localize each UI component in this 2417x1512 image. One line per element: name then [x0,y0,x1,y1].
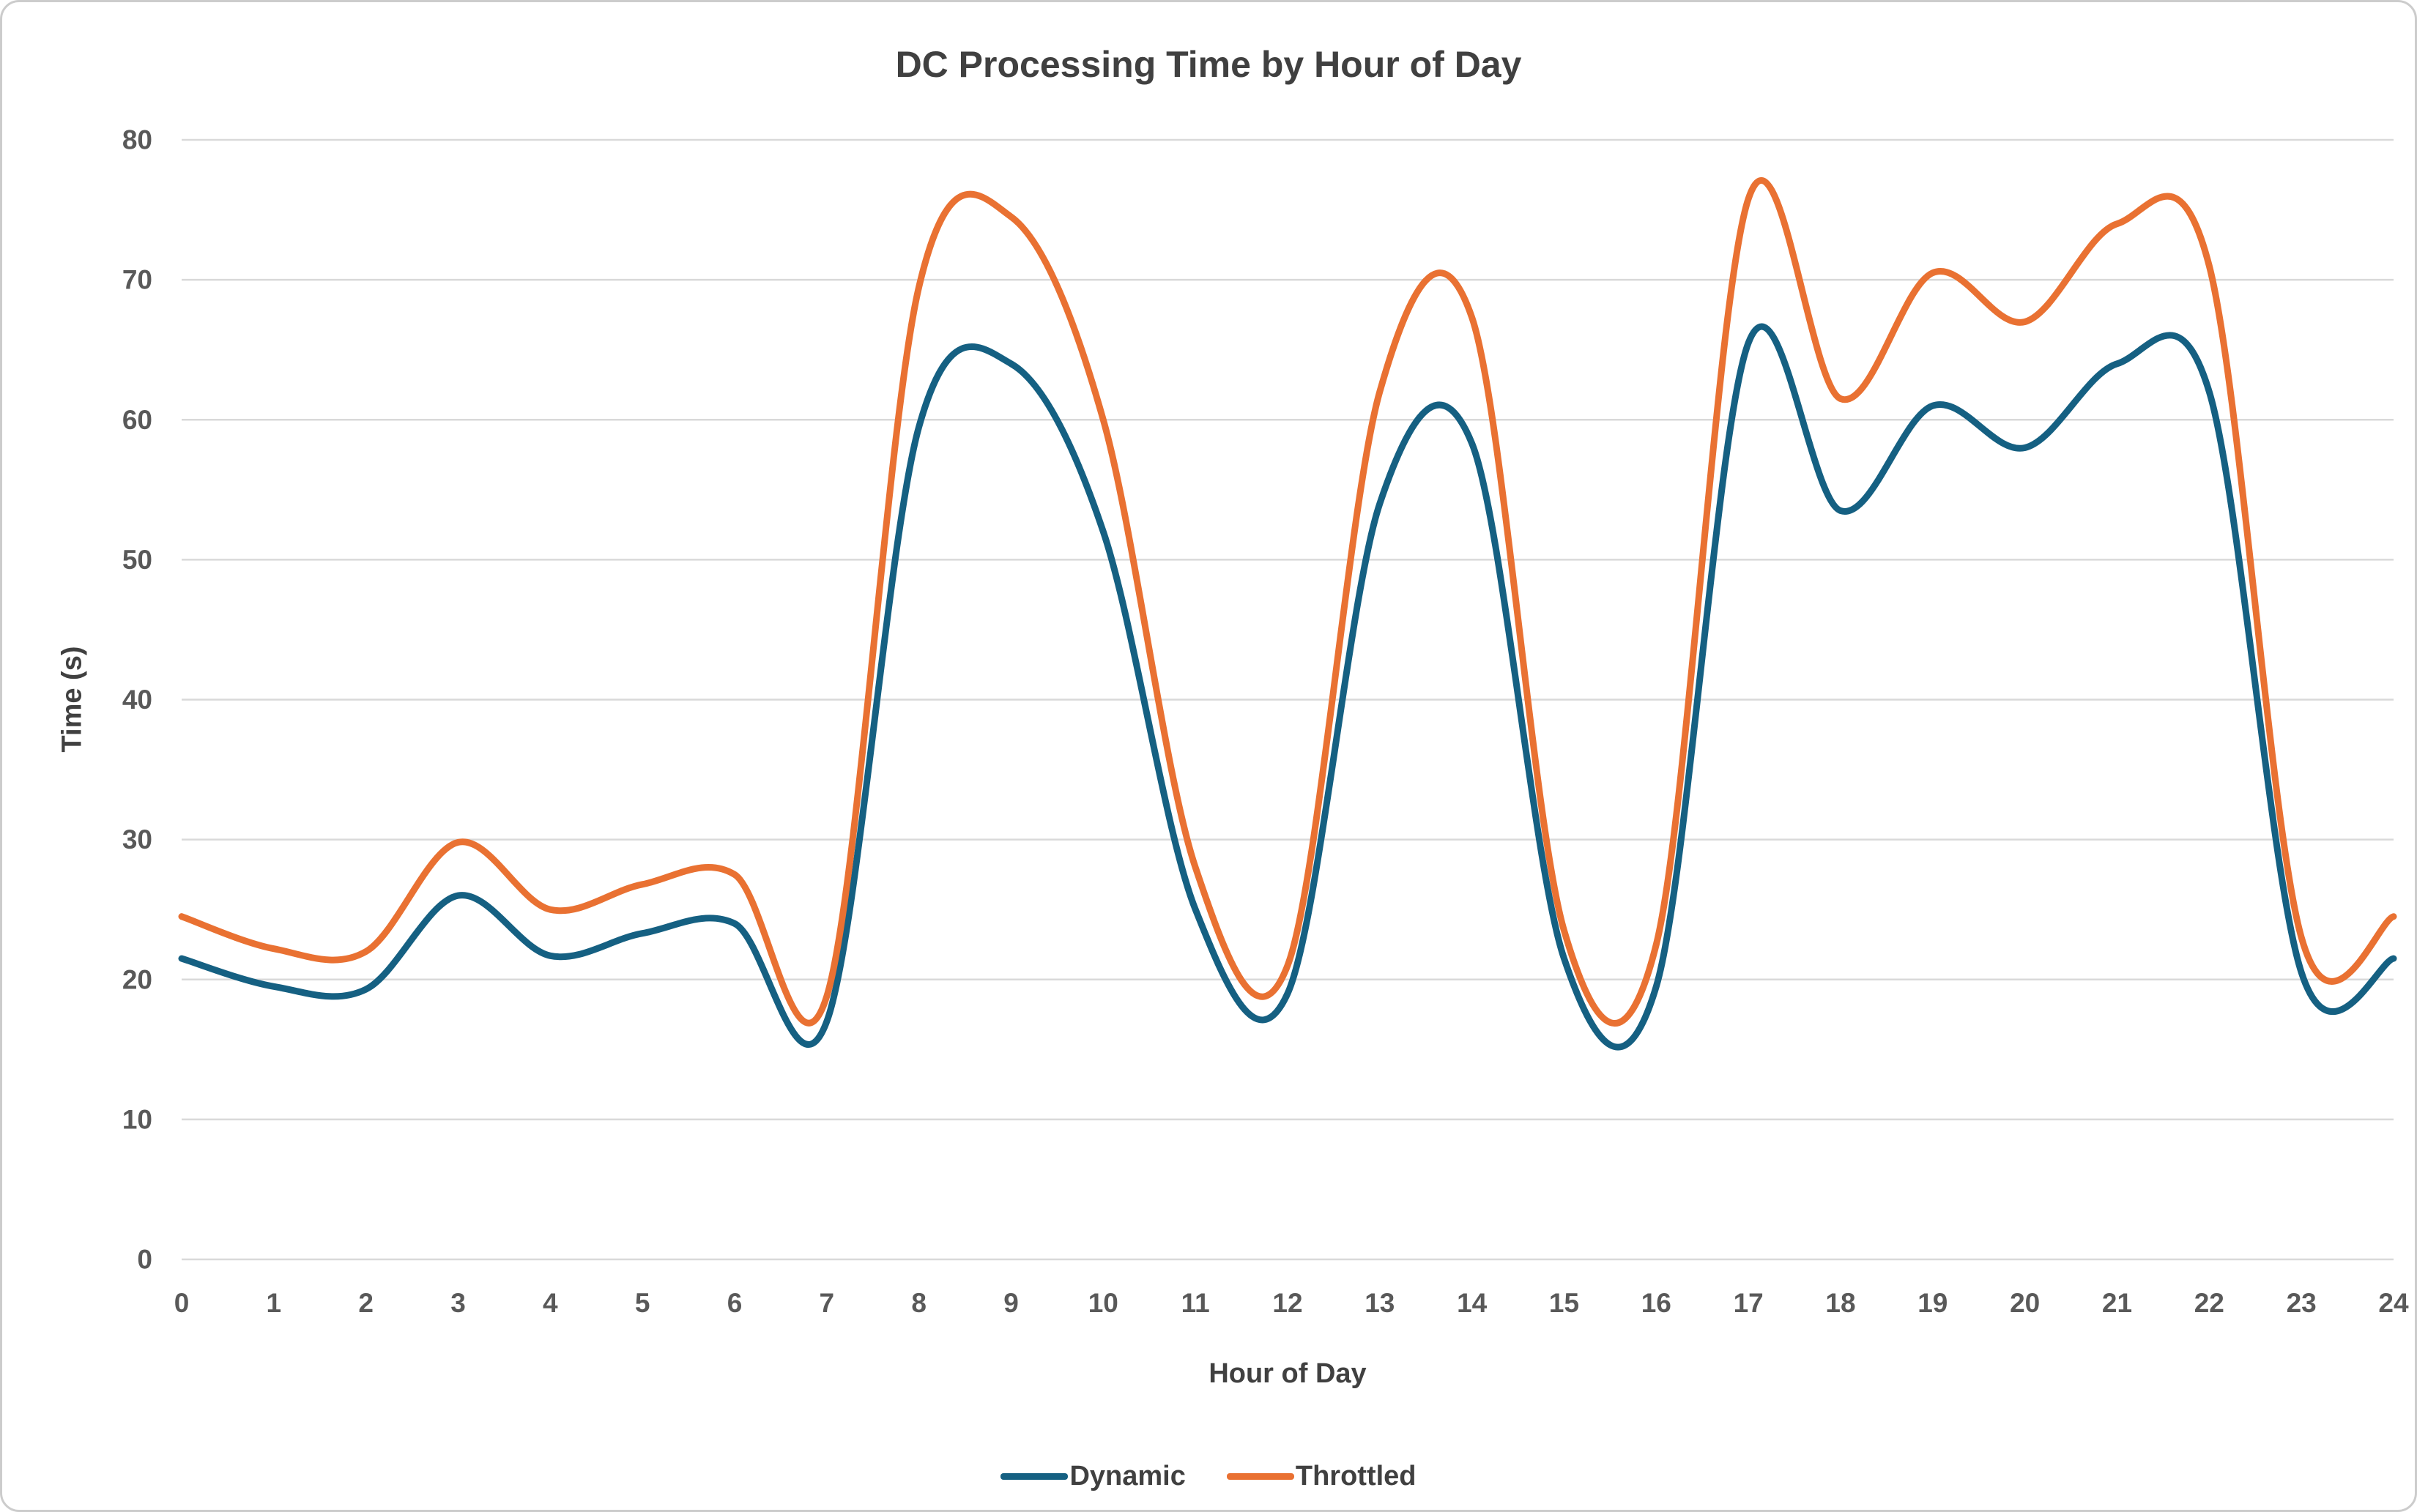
y-tick-label: 60 [122,405,152,435]
legend-label-dynamic: Dynamic [1069,1461,1186,1491]
x-tick-label: 6 [727,1288,743,1318]
chart-legend: Dynamic Throttled [2,1461,2415,1492]
legend-item-throttled: Throttled [1226,1461,1417,1492]
y-tick-label: 40 [122,685,152,715]
x-tick-label: 1 [267,1288,282,1318]
x-tick-label: 7 [820,1288,835,1318]
y-axis-title: Time (s) [56,646,88,753]
x-tick-label: 15 [1549,1288,1579,1318]
x-tick-label: 23 [2287,1288,2317,1318]
y-tick-label: 20 [122,964,152,994]
x-tick-label: 20 [2010,1288,2040,1318]
x-tick-label: 3 [450,1288,466,1318]
series-line-throttled [178,177,2397,1027]
x-tick-label: 21 [2102,1288,2132,1318]
x-tick-label: 17 [1734,1288,1764,1318]
legend-swatch-dynamic [1000,1473,1069,1480]
x-tick-label: 2 [358,1288,374,1318]
x-tick-label: 22 [2194,1288,2224,1318]
y-tick-label: 30 [122,824,152,854]
x-tick-label: 10 [1088,1288,1118,1318]
x-tick-label: 16 [1641,1288,1671,1318]
x-tick-label: 0 [174,1288,190,1318]
legend-item-dynamic: Dynamic [1000,1461,1186,1492]
x-tick-label: 13 [1365,1288,1395,1318]
x-tick-label: 19 [1917,1288,1948,1318]
legend-swatch-throttled [1226,1473,1294,1480]
y-tick-label: 50 [122,545,152,575]
x-tick-label: 14 [1457,1288,1488,1318]
chart-title: DC Processing Time by Hour of Day [895,44,1522,85]
x-tick-label: 18 [1825,1288,1855,1318]
x-tick-label: 9 [1003,1288,1019,1318]
x-tick-label: 12 [1272,1288,1302,1318]
x-tick-label: 11 [1181,1288,1210,1318]
y-tick-label: 70 [122,265,152,295]
x-tick-label: 5 [635,1288,650,1318]
x-tick-label: 24 [2378,1288,2409,1318]
y-tick-label: 10 [122,1104,152,1134]
x-tick-label: 4 [543,1288,558,1318]
y-tick-label: 0 [137,1245,152,1275]
series-line-dynamic [178,323,2397,1051]
y-tick-label: 80 [122,125,152,155]
legend-label-throttled: Throttled [1295,1461,1417,1491]
x-tick-label: 8 [911,1288,927,1318]
x-axis-title: Hour of Day [1208,1358,1367,1389]
